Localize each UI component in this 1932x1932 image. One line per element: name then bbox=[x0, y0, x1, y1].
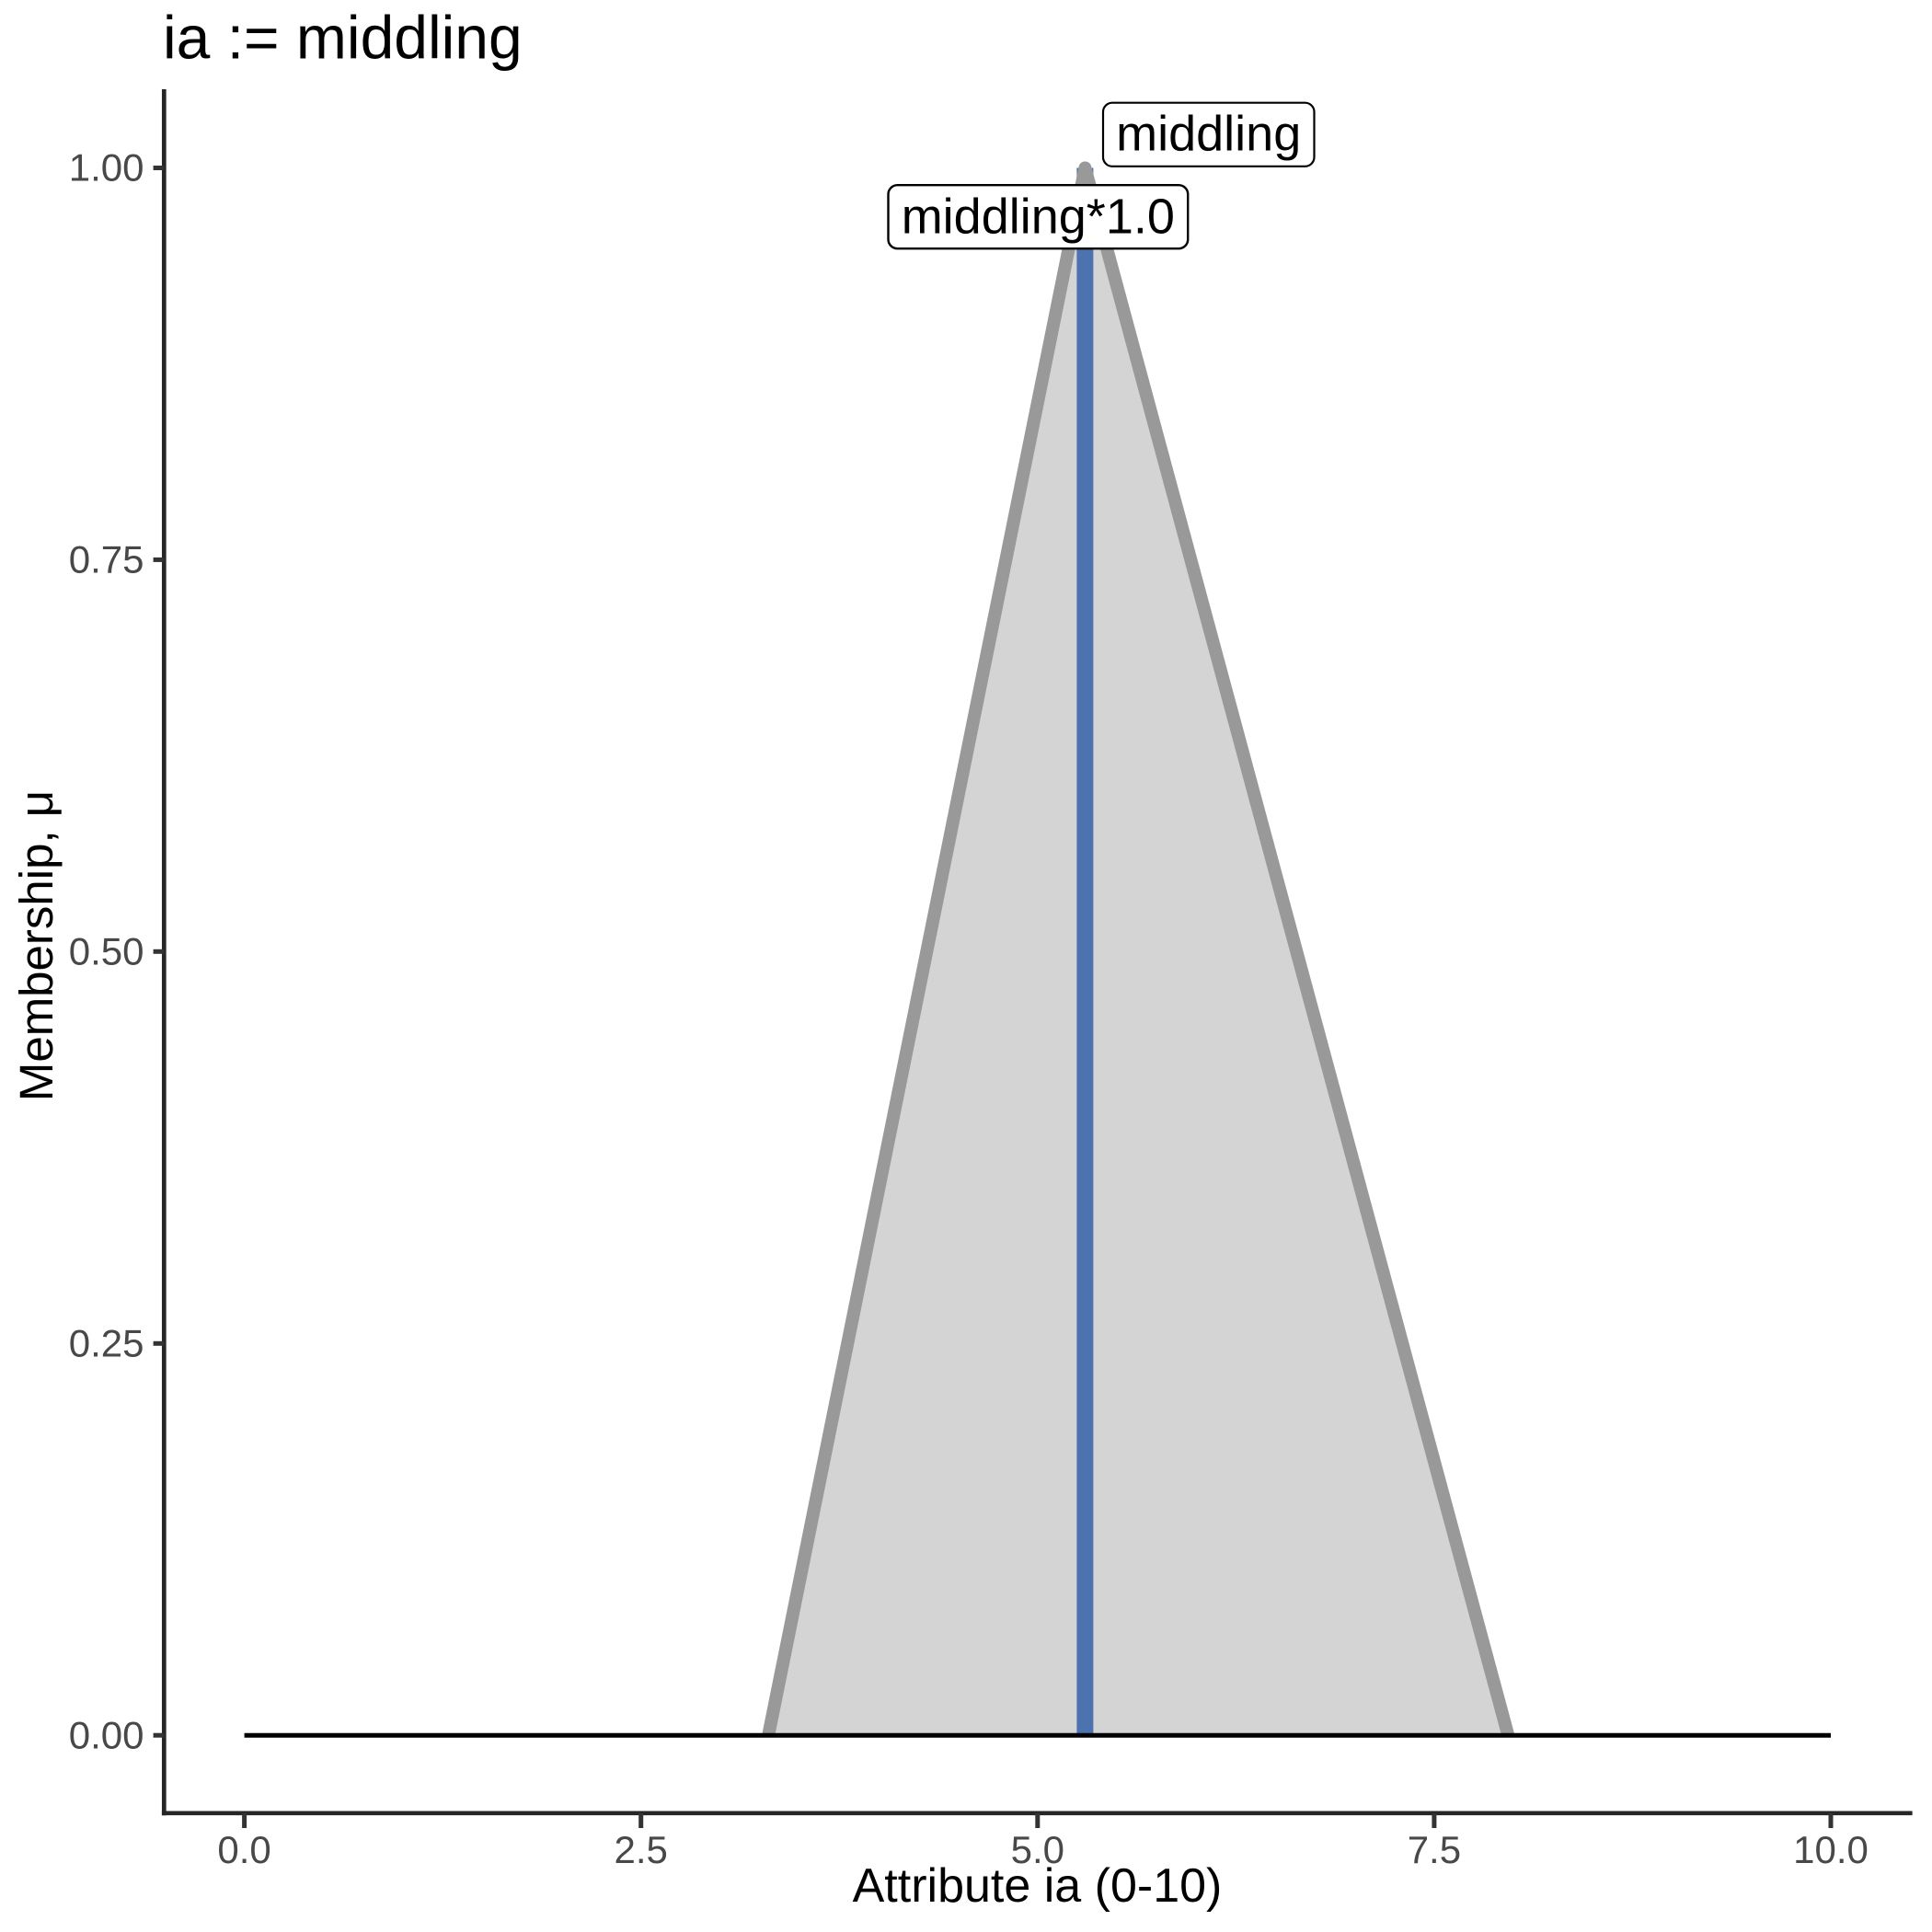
svg-text:middling: middling bbox=[1116, 107, 1301, 162]
svg-text:0.0: 0.0 bbox=[217, 1828, 270, 1871]
svg-text:Membership, μ: Membership, μ bbox=[10, 790, 63, 1101]
svg-text:0.50: 0.50 bbox=[69, 930, 144, 973]
svg-text:5.0: 5.0 bbox=[1011, 1828, 1064, 1871]
svg-text:ia := middling: ia := middling bbox=[163, 4, 523, 72]
svg-text:2.5: 2.5 bbox=[615, 1828, 668, 1871]
svg-text:0.75: 0.75 bbox=[69, 538, 144, 581]
svg-text:0.25: 0.25 bbox=[69, 1322, 144, 1365]
svg-text:10.0: 10.0 bbox=[1793, 1828, 1869, 1871]
svg-text:middling*1.0: middling*1.0 bbox=[902, 190, 1175, 245]
svg-text:0.00: 0.00 bbox=[69, 1713, 144, 1756]
svg-text:1.00: 1.00 bbox=[69, 146, 144, 190]
svg-text:Attribute ia (0-10): Attribute ia (0-10) bbox=[853, 1859, 1223, 1913]
svg-text:7.5: 7.5 bbox=[1408, 1828, 1461, 1871]
